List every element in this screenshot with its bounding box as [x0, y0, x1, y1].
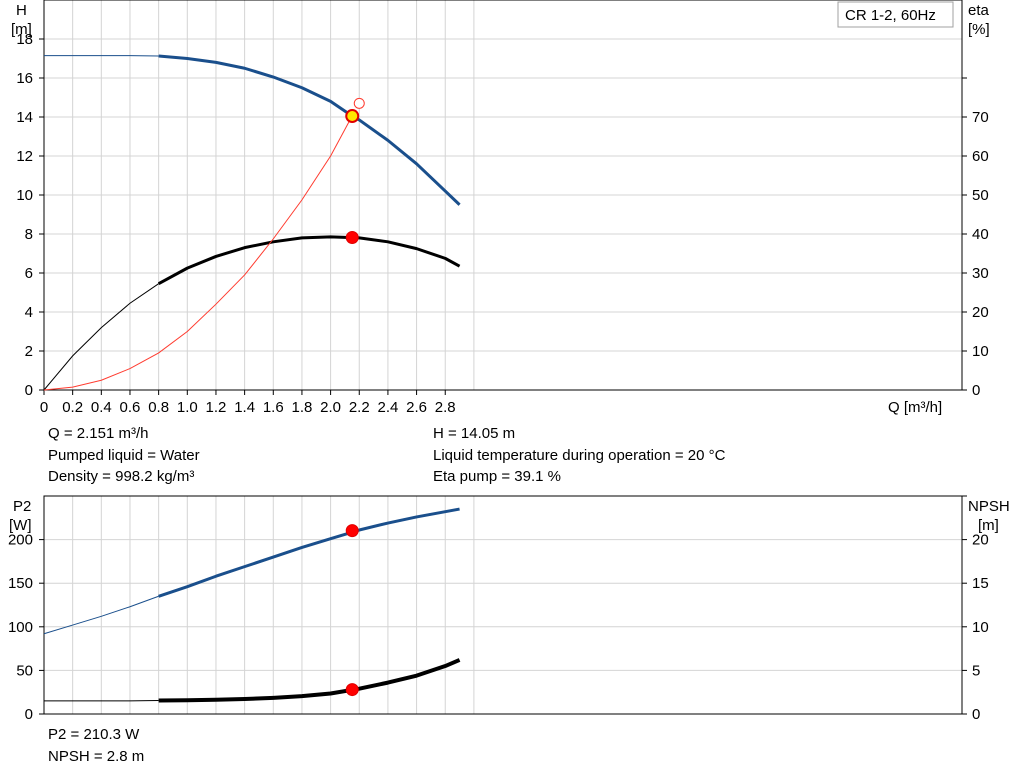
info-head: H = 14.05 m [433, 425, 515, 442]
top-right-tick-label: 30 [972, 265, 989, 282]
info-eta: Eta pump = 39.1 % [433, 468, 561, 485]
top-left-axis-label-1: H [16, 2, 27, 19]
info-npsh: NPSH = 2.8 m [48, 748, 144, 765]
bottom-chart: 0 50 100 150 200 0 5 10 15 20 P2 [W] NPSH [m] [8, 495, 1010, 723]
power-npsh-info: P2 = 210.3 W NPSH = 2.8 m [48, 726, 144, 765]
operating-point-info: Q = 2.151 m³/h Pumped liquid = Water Den… [48, 425, 726, 485]
top-series-1-line [157, 235, 461, 286]
info-density: Density = 998.2 kg/m³ [48, 468, 194, 485]
bottom-grid [44, 496, 962, 714]
info-temperature: Liquid temperature during operation = 20… [433, 447, 726, 464]
bottom-series-0-line [158, 507, 460, 598]
top-right-tick-label: 20 [972, 304, 989, 321]
bottom-left-tick-label: 50 [16, 662, 33, 679]
top-left-tick-label: 12 [16, 148, 33, 165]
top-x-tick-label: 2.4 [377, 399, 398, 416]
bottom-right-axis-label-2: [m] [978, 517, 999, 534]
bottom-right-axis-label-1: NPSH [968, 498, 1010, 515]
top-left-tick-label: 18 [16, 31, 33, 48]
bottom-operating-point-marker [345, 683, 359, 697]
bottom-curves [43, 507, 461, 703]
chart-title: CR 1-2, 60Hz [845, 7, 936, 24]
info-flow: Q = 2.151 m³/h [48, 425, 148, 442]
top-x-tick-label: 0.4 [91, 399, 112, 416]
top-left-tick-label: 8 [25, 226, 33, 243]
top-left-tick-label: 4 [25, 304, 33, 321]
top-x-tick-label: 1.2 [206, 399, 227, 416]
info-power: P2 = 210.3 W [48, 726, 140, 743]
legend-frame [837, 1, 954, 28]
bottom-left-tick-label: 150 [8, 575, 33, 592]
bottom-plot-frame [43, 495, 963, 715]
top-right-tick-label: 0 [972, 382, 980, 399]
bottom-right-tick-label: 15 [972, 575, 989, 592]
duty-point-marker [345, 109, 360, 124]
bottom-left-tick-label: 100 [8, 619, 33, 636]
top-right-axis-label-2: [%] [968, 21, 990, 38]
top-chart: 0 2 4 6 8 10 12 14 16 18 0 10 20 30 40 50 60 70 0 0.2 0.4 0.6… [11, 0, 990, 416]
top-left-tick-label: 16 [16, 70, 33, 87]
top-curves [43, 54, 461, 391]
bottom-ticks: 0 50 100 150 200 0 5 10 15 20 [8, 495, 989, 723]
bottom-right-tick-label: 10 [972, 619, 989, 636]
top-x-tick-label: 2.0 [320, 399, 341, 416]
top-x-tick-label: 0.8 [148, 399, 169, 416]
bottom-left-tick-label: 0 [25, 706, 33, 723]
top-series-1-extrapolated-line [43, 283, 159, 391]
top-left-tick-label: 14 [16, 109, 33, 126]
top-x-tick-label: 2.8 [435, 399, 456, 416]
top-right-tick-label: 70 [972, 109, 989, 126]
top-left-tick-label: 2 [25, 343, 33, 360]
top-x-tick-label: 1.8 [292, 399, 313, 416]
top-x-tick-label: 1.6 [263, 399, 284, 416]
top-series-2-line [43, 115, 353, 391]
top-x-axis-label: Q [m³/h] [888, 399, 942, 416]
top-markers [345, 97, 365, 245]
bottom-markers [345, 524, 359, 697]
top-right-tick-label: 10 [972, 343, 989, 360]
top-right-axis-label-1: eta [968, 2, 990, 19]
top-ticks: 0 2 4 6 8 10 12 14 16 18 0 10 20 30 40 50 60 70 0 0.2 0.4 0.6… [16, 31, 988, 416]
top-right-tick-label: 60 [972, 148, 989, 165]
bottom-right-tick-label: 0 [972, 706, 980, 723]
legend-box: CR 1-2, 60Hz [837, 1, 954, 28]
top-x-tick-label: 0 [40, 399, 48, 416]
bottom-right-tick-label: 20 [972, 532, 989, 549]
bottom-left-axis-label-1: P2 [13, 498, 31, 515]
top-x-tick-label: 0.6 [120, 399, 141, 416]
bottom-series-1-line [158, 658, 461, 703]
top-right-tick-label: 50 [972, 187, 989, 204]
top-x-tick-label: 2.2 [349, 399, 370, 416]
top-left-tick-label: 6 [25, 265, 33, 282]
top-right-tick-label: 40 [972, 226, 989, 243]
top-x-tick-label: 1.0 [177, 399, 198, 416]
bottom-left-tick-label: 200 [8, 532, 33, 549]
top-x-tick-label: 0.2 [62, 399, 83, 416]
top-left-axis-label-2: [m] [11, 21, 32, 38]
bottom-series-0-extrapolated-line [43, 595, 159, 635]
top-left-tick-label: 0 [25, 382, 33, 399]
bottom-operating-point-marker [345, 524, 359, 538]
top-series-0-line [158, 54, 461, 206]
top-x-tick-label: 1.4 [234, 399, 255, 416]
top-left-tick-label: 10 [16, 187, 33, 204]
top-x-tick-label: 2.6 [406, 399, 427, 416]
requested-point-marker [353, 97, 365, 109]
bottom-right-tick-label: 5 [972, 662, 980, 679]
top-grid [44, 0, 962, 390]
top-operating-point-marker [345, 231, 359, 245]
bottom-left-axis-label-2: [W] [9, 517, 32, 534]
info-liquid: Pumped liquid = Water [48, 447, 200, 464]
